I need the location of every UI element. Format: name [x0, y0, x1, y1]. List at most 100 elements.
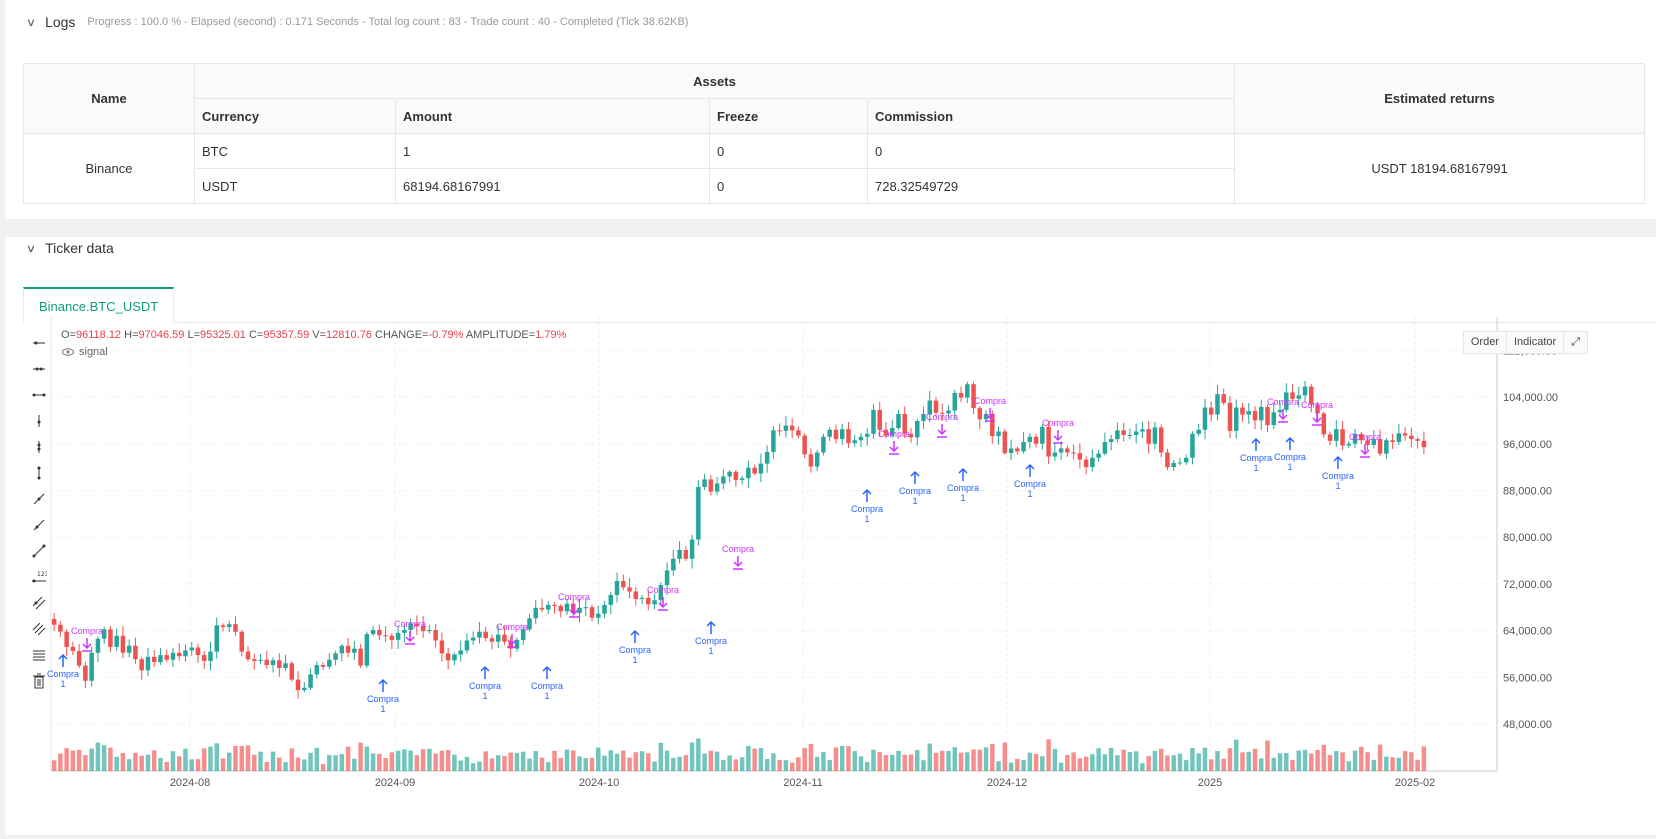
volume-bar: [802, 747, 807, 771]
fib-levels-icon[interactable]: [27, 642, 51, 668]
volume-bar: [552, 750, 557, 771]
volume-bar: [833, 747, 839, 771]
candle-body: [1384, 440, 1389, 454]
tab-binance-btc-usdt[interactable]: Binance.BTC_USDT: [23, 287, 175, 323]
sell-arrow-icon: [507, 634, 517, 648]
horizontal-line-icon[interactable]: [27, 356, 51, 382]
candle-body: [558, 606, 563, 612]
vertical-line-icon[interactable]: [27, 460, 51, 486]
candle-body: [1121, 430, 1126, 435]
volume-bar: [433, 753, 438, 771]
vertical-segment-icon[interactable]: [27, 434, 51, 460]
volume-bar: [777, 759, 782, 771]
amount-cell: 1: [395, 133, 710, 169]
volume-bar: [470, 763, 476, 771]
volume-bar: [558, 757, 563, 771]
candle-body: [1415, 439, 1420, 441]
volume-bar: [1177, 753, 1183, 771]
candle-body: [664, 570, 670, 586]
trash-icon[interactable]: [27, 668, 51, 694]
volume-bar: [927, 743, 933, 771]
candle-body: [402, 629, 407, 633]
commission-cell: 728.32549729: [867, 168, 1235, 204]
volume-bar: [1402, 751, 1408, 771]
volume-bar: [714, 751, 720, 771]
volume-bar: [1290, 759, 1295, 771]
candle-body: [439, 640, 445, 654]
candle-body: [1233, 407, 1239, 431]
candle-body: [608, 594, 614, 605]
candle-body: [477, 631, 482, 638]
eye-icon[interactable]: [62, 348, 74, 356]
candle-body: [308, 674, 313, 688]
volume-value: 12810.76: [326, 329, 372, 341]
sell-arrow-icon: [1278, 409, 1288, 423]
x-tick-label: 2024-11: [783, 777, 823, 789]
price-label-icon[interactable]: 123: [27, 564, 51, 590]
candle-body: [683, 550, 689, 559]
volume-bar: [164, 761, 169, 771]
y-tick-label: 96,000.00: [1503, 439, 1552, 451]
fib-channel-icon[interactable]: [27, 616, 51, 642]
volume-bar: [908, 754, 914, 771]
volume-bar: [658, 742, 664, 771]
chevron-down-icon[interactable]: ∨: [25, 242, 37, 255]
volume-bar: [76, 749, 82, 771]
volume-bar: [283, 762, 288, 771]
drawing-toolbar: 123: [27, 330, 57, 694]
volume-bar: [702, 753, 707, 771]
volume-bar: [101, 745, 107, 771]
open-value: 96118.12: [75, 329, 122, 341]
horizontal-ray-icon[interactable]: [27, 330, 51, 356]
logs-panel: ∨ Logs Progress : 100.0 % - Elapsed (sec…: [5, 0, 1656, 219]
candle-body: [227, 624, 232, 628]
volume-bar: [1221, 758, 1226, 771]
volume-bar: [208, 746, 213, 771]
volume-bar: [352, 758, 357, 771]
candlestick-chart[interactable]: 112,000.00104,000.0096,000.0088,000.0080…: [5, 237, 1656, 835]
volume-bar: [389, 752, 395, 771]
volume-bar: [114, 756, 119, 771]
segment-icon[interactable]: [27, 538, 51, 564]
trend-line-icon[interactable]: [27, 512, 51, 538]
sell-arrow-icon: [1053, 430, 1063, 444]
volume-bar: [915, 750, 920, 771]
candle-body: [1008, 448, 1014, 454]
horizontal-segment-icon[interactable]: [27, 382, 51, 408]
vertical-ray-icon[interactable]: [27, 408, 51, 434]
volume-bar: [1296, 750, 1302, 771]
candle-body: [771, 430, 776, 452]
candle-body: [514, 639, 520, 649]
buy-signal-qty: 1: [60, 679, 65, 689]
buy-signal-qty: 1: [1027, 489, 1032, 499]
volume-bar: [627, 757, 632, 771]
buy-signal-label: Compra: [1274, 452, 1306, 462]
volume-bar: [383, 757, 388, 771]
candle-body: [1371, 439, 1377, 445]
sell-arrow-icon: [937, 424, 947, 438]
candle-body: [195, 647, 201, 656]
parallel-channel-icon[interactable]: [27, 590, 51, 616]
signal-legend[interactable]: signal: [62, 346, 108, 358]
y-tick-label: 48,000.00: [1503, 719, 1552, 731]
order-button[interactable]: Order: [1463, 332, 1507, 353]
candle-body: [789, 425, 795, 431]
candle-body: [1115, 430, 1120, 440]
volume-bar: [133, 752, 138, 771]
fullscreen-icon[interactable]: ⤢: [1564, 332, 1587, 353]
logs-header[interactable]: ∨ Logs Progress : 100.0 % - Elapsed (sec…: [25, 14, 689, 30]
candle-body: [114, 635, 119, 647]
volume-bar: [958, 752, 964, 771]
trend-ray-icon[interactable]: [27, 486, 51, 512]
chevron-down-icon[interactable]: ∨: [25, 16, 37, 29]
volume-bar: [464, 756, 470, 771]
indicator-button[interactable]: Indicator: [1506, 332, 1565, 353]
volume-bar: [1340, 752, 1345, 771]
candle-body: [733, 471, 739, 480]
candle-body: [764, 451, 770, 464]
candle-body: [164, 655, 169, 660]
col-estimated-returns: Estimated returns: [1234, 63, 1645, 134]
ticker-header[interactable]: ∨ Ticker data: [25, 240, 114, 256]
candle-body: [183, 650, 188, 657]
candle-body: [58, 624, 63, 632]
